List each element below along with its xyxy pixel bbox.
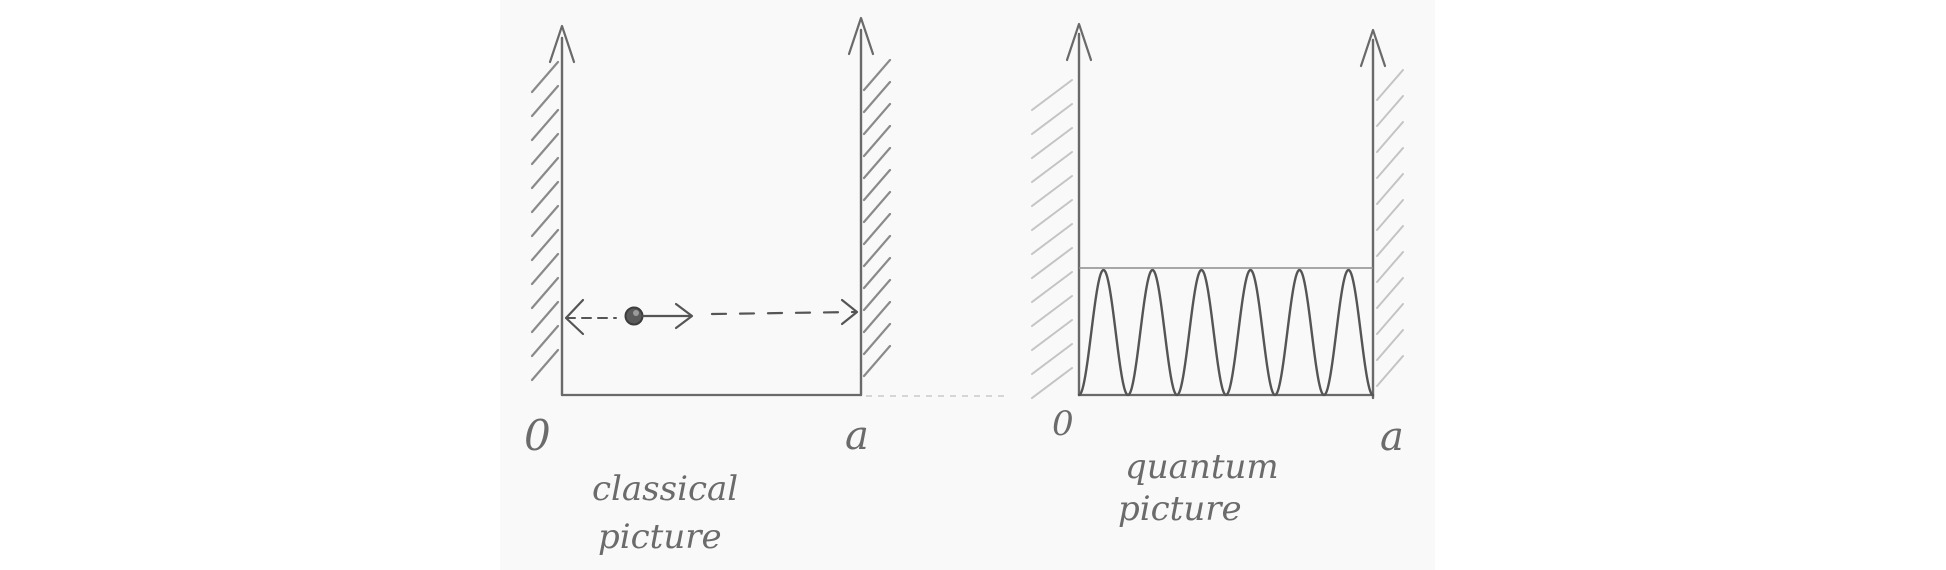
left-wall-hatching — [530, 60, 560, 382]
caption-classical: classical — [592, 469, 738, 509]
hatch-stroke — [862, 190, 892, 224]
hatch-stroke — [1031, 343, 1073, 375]
hatch-stroke — [1031, 295, 1073, 327]
paper-sheet — [500, 0, 1435, 570]
hatch-stroke — [1376, 251, 1404, 283]
hatch-stroke — [530, 132, 560, 166]
hatch-stroke — [530, 108, 560, 142]
hatch-stroke — [530, 252, 560, 286]
hatch-stroke — [1031, 367, 1073, 399]
hatch-stroke — [862, 344, 892, 378]
hatch-stroke — [1376, 199, 1404, 231]
hatch-stroke — [862, 168, 892, 202]
hatch-stroke — [1031, 223, 1073, 255]
probability-density-curve — [1077, 268, 1375, 397]
hatch-stroke — [862, 278, 892, 312]
quantum-panel: 0 a quantum picture — [1031, 22, 1404, 529]
hatch-stroke — [1376, 69, 1404, 101]
hatch-stroke — [1031, 319, 1073, 351]
hatch-stroke — [1031, 127, 1073, 159]
hatch-stroke — [530, 156, 560, 190]
classical-panel: 0 a classical picture — [524, 16, 892, 557]
hatch-stroke — [1376, 173, 1404, 205]
hatch-stroke — [530, 84, 560, 118]
hatch-stroke — [1031, 79, 1073, 111]
arrowhead-icon — [840, 298, 859, 326]
left-wall-hatching — [1031, 79, 1073, 399]
hatch-stroke — [1376, 303, 1404, 335]
hatch-stroke — [1376, 277, 1404, 309]
arrowhead-icon — [674, 302, 694, 330]
hatch-stroke — [530, 228, 560, 262]
hatch-stroke — [1031, 175, 1073, 207]
origin-label: 0 — [524, 411, 551, 460]
hatch-stroke — [1031, 199, 1073, 231]
hatch-stroke — [530, 204, 560, 238]
caption-quantum: quantum — [1125, 447, 1279, 487]
right-wall-hatching — [1376, 69, 1404, 387]
hatch-stroke — [1376, 121, 1404, 153]
hatch-stroke — [1376, 225, 1404, 257]
hatch-stroke — [862, 322, 892, 356]
motion-path-right — [710, 310, 857, 316]
particle-highlight — [633, 310, 639, 316]
hatch-stroke — [862, 80, 892, 114]
hatch-stroke — [530, 276, 560, 310]
well-width-label: a — [845, 413, 869, 459]
hatch-stroke — [1376, 329, 1404, 361]
arrowhead-icon — [1065, 22, 1093, 62]
well-width-label: a — [1380, 414, 1404, 460]
hatch-stroke — [530, 180, 560, 214]
origin-label: 0 — [1052, 404, 1074, 444]
caption-picture: picture — [1118, 489, 1242, 529]
hatch-stroke — [862, 58, 892, 92]
caption-picture: picture — [598, 517, 722, 557]
hatch-stroke — [862, 102, 892, 136]
hatch-stroke — [1031, 151, 1073, 183]
right-wall-hatching — [862, 58, 892, 378]
hatch-stroke — [1376, 355, 1404, 387]
hatch-stroke — [862, 234, 892, 268]
hatch-stroke — [862, 300, 892, 334]
hatch-stroke — [1031, 103, 1073, 135]
hatch-stroke — [1376, 147, 1404, 179]
hatch-stroke — [862, 212, 892, 246]
hatch-stroke — [862, 146, 892, 180]
arrowhead-icon — [847, 16, 875, 56]
hatch-stroke — [1031, 247, 1073, 279]
hatch-stroke — [1376, 95, 1404, 127]
hatch-stroke — [1031, 271, 1073, 303]
particle-dot-icon — [624, 306, 644, 326]
hatch-stroke — [530, 324, 560, 358]
arrowhead-icon — [548, 24, 576, 64]
hatch-stroke — [530, 60, 560, 94]
hatch-stroke — [862, 124, 892, 158]
hatch-stroke — [530, 348, 560, 382]
hatch-stroke — [862, 256, 892, 290]
hatch-stroke — [530, 300, 560, 334]
arrowhead-icon — [1359, 28, 1387, 68]
